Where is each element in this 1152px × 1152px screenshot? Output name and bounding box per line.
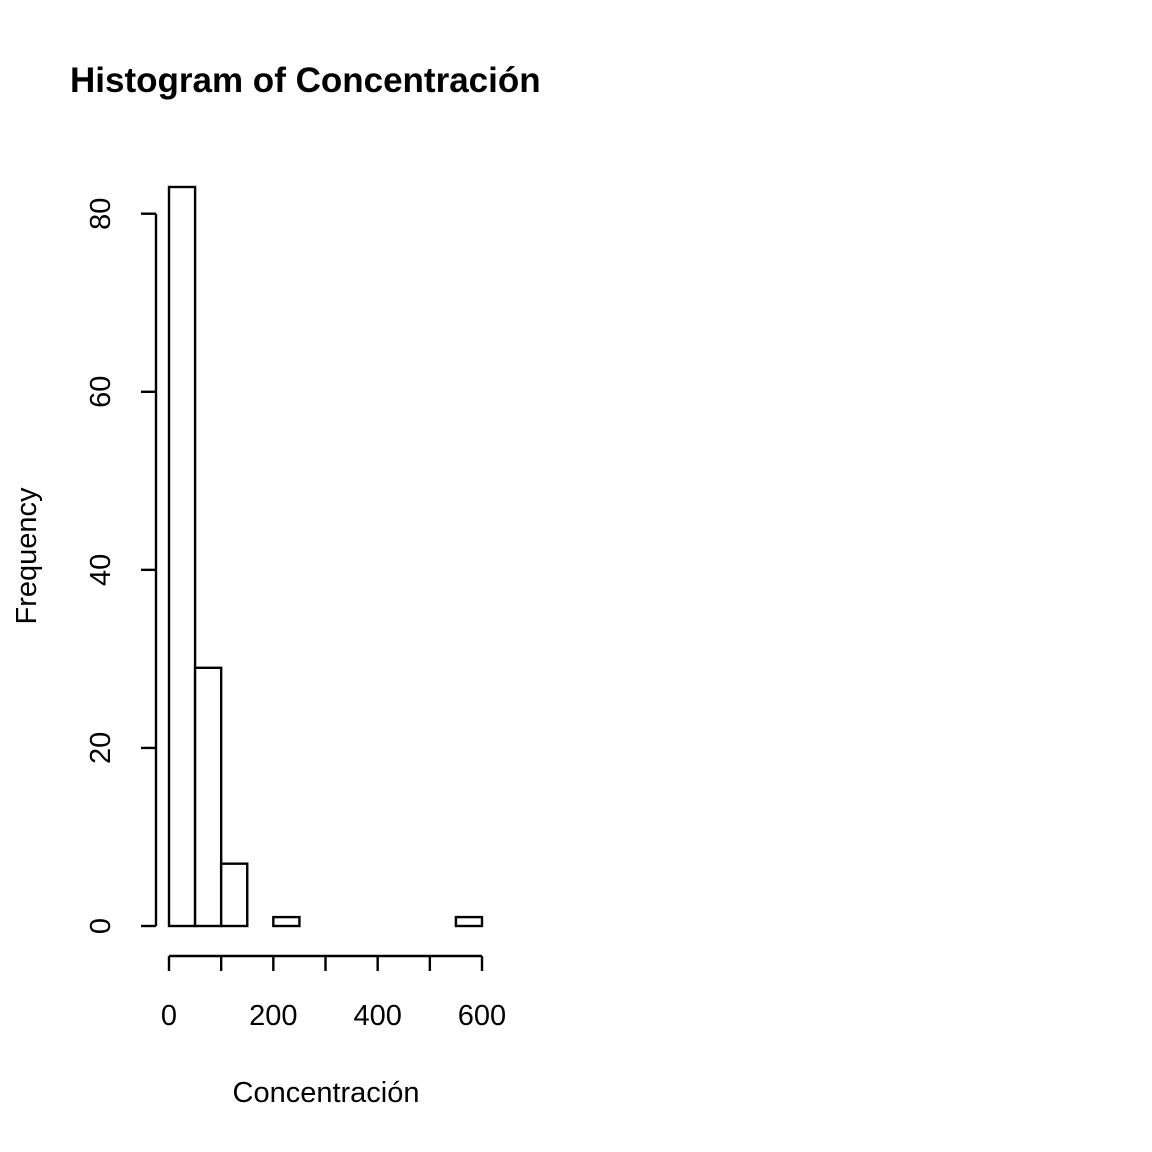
histogram-panel: Histogram of Concentración 0 20 40 60 80 0 20… — [11, 61, 541, 1109]
x-axis: 0 200 400 600 — [161, 954, 506, 1032]
histogram-bar — [219, 862, 249, 928]
y-tick-label: 60 — [85, 376, 117, 408]
histogram-bar — [167, 185, 197, 928]
x-tick-label: 200 — [249, 1000, 297, 1032]
y-tick-label: 20 — [85, 732, 117, 764]
x-axis-label: Concentración — [233, 1077, 420, 1109]
histogram-bar — [193, 666, 223, 928]
bars-group — [167, 185, 484, 928]
y-tick-label: 40 — [85, 554, 117, 586]
y-tick-label: 0 — [85, 918, 117, 934]
histogram-bar — [454, 915, 484, 928]
chart-title: Histogram of Concentración — [70, 61, 541, 100]
y-axis: 0 20 40 60 80 — [85, 198, 158, 934]
x-tick-label: 600 — [458, 1000, 506, 1032]
histogram-bar — [272, 915, 301, 928]
x-tick-label: 400 — [353, 1000, 401, 1032]
histogram-chart: Histogram of Concentración 0 20 40 60 80 0 20… — [11, 61, 541, 1109]
y-tick-label: 80 — [85, 198, 117, 230]
x-tick-label: 0 — [161, 1000, 177, 1032]
y-axis-label: Frequency — [11, 487, 43, 625]
